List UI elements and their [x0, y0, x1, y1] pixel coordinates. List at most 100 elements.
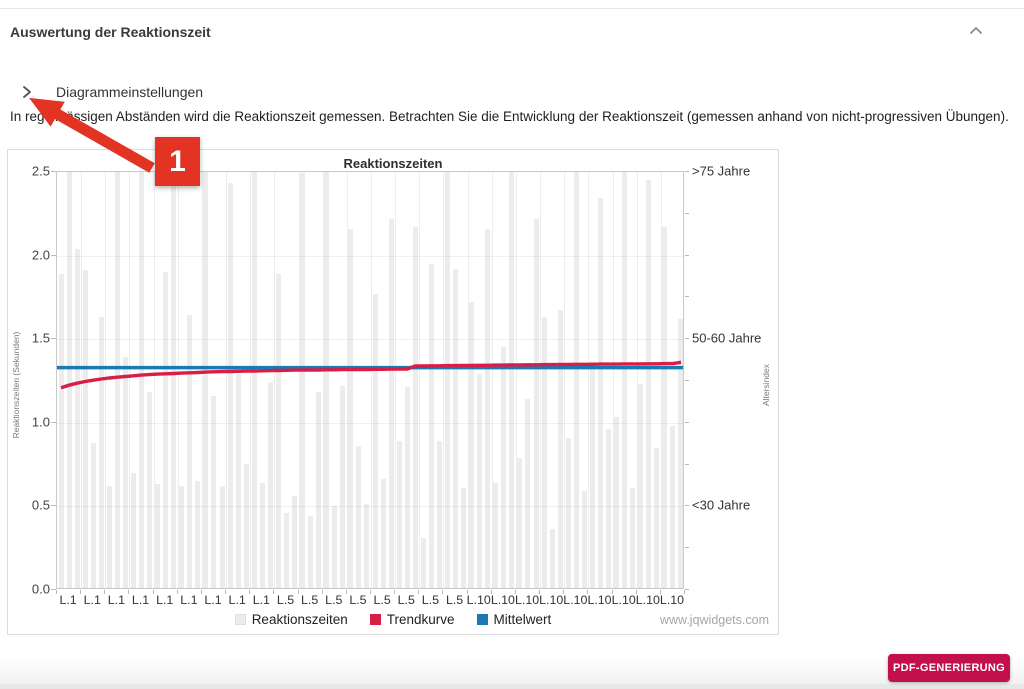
reaction-bar — [364, 504, 370, 588]
x-tick-mark — [514, 590, 516, 594]
y-axis-label-right: Altersindex — [761, 363, 771, 407]
reaction-bar — [461, 487, 467, 588]
reaction-bar — [404, 387, 410, 588]
y-tick-mark — [51, 505, 56, 507]
reaction-bar — [589, 360, 595, 588]
legend-label: Mittelwert — [493, 612, 552, 627]
y-tick-label: 1.5 — [31, 330, 50, 346]
reaction-bar — [340, 385, 346, 588]
x-tick-mark — [56, 590, 57, 594]
x-tick-mark — [394, 590, 396, 594]
legend-item-mittelwert[interactable]: Mittelwert — [476, 612, 552, 627]
reaction-bar — [428, 263, 434, 588]
x-tick-label: L.5 — [301, 593, 319, 607]
reaction-bar — [235, 373, 241, 588]
pdf-generation-button[interactable]: PDF-GENERIERUNG — [888, 654, 1010, 682]
y-tick-label: 2.5 — [31, 163, 50, 179]
reaction-bar — [356, 445, 362, 588]
grid-line-vertical — [201, 172, 203, 588]
reaction-bar — [477, 373, 483, 588]
reaction-bar — [638, 384, 644, 588]
reaction-bar — [597, 198, 603, 588]
reaction-bar — [670, 425, 676, 588]
plot-area — [56, 171, 684, 589]
reaction-bar — [251, 172, 257, 588]
reaction-bar — [219, 486, 225, 588]
y-tick-mark — [51, 338, 56, 340]
reaction-bar — [469, 302, 475, 588]
right-tick-mark — [685, 254, 689, 256]
reaction-bar — [622, 172, 628, 588]
reaction-bar — [453, 268, 458, 588]
top-divider — [0, 8, 1024, 9]
reaction-bar — [179, 486, 185, 588]
reaction-bar — [211, 395, 217, 588]
grid-line-vertical — [81, 172, 83, 588]
grid-line-vertical — [515, 172, 517, 588]
reaction-bar — [187, 315, 193, 588]
reaction-bar — [501, 347, 507, 588]
right-tick-mark — [685, 380, 689, 381]
jqwidgets-watermark-link[interactable]: www.jqwidgets.com — [659, 613, 769, 627]
grid-line-vertical — [612, 172, 614, 588]
footer-band — [0, 657, 1024, 684]
grid-line-vertical — [395, 172, 397, 588]
grid-line-vertical — [105, 172, 107, 588]
x-tick-mark — [200, 590, 202, 594]
reaction-bar — [630, 487, 636, 588]
right-tick-mark — [685, 505, 689, 507]
y-tick-label: 2.0 — [31, 247, 50, 263]
chart-title: Reaktionszeiten — [343, 156, 443, 171]
x-tick-mark — [273, 590, 275, 594]
x-tick-label: L.5 — [445, 593, 464, 607]
reaction-bar — [533, 218, 539, 588]
grid-line-vertical — [636, 172, 638, 588]
right-tick-mark — [685, 547, 689, 549]
reaction-bar — [74, 248, 80, 588]
reaction-bar — [517, 457, 523, 588]
reaction-bar — [90, 442, 96, 588]
x-tick-label: L.5 — [397, 593, 415, 607]
reaction-bar — [654, 447, 660, 588]
reaction-bar — [308, 516, 314, 588]
x-tick-mark — [225, 590, 227, 594]
reaction-bar — [243, 464, 249, 588]
reaction-bar — [316, 392, 322, 588]
reaction-bar — [203, 172, 209, 588]
x-tick-label: L.1 — [252, 593, 270, 607]
right-axis-label: >75 Jahre — [692, 163, 751, 179]
reaction-bar — [139, 172, 144, 588]
grid-line-vertical — [588, 172, 590, 588]
page-bottom-strip — [0, 684, 1024, 689]
y-tick-mark — [51, 421, 56, 423]
legend-swatch — [234, 614, 246, 625]
reaction-bar — [396, 440, 402, 588]
x-tick-label: L.10 — [490, 593, 515, 607]
x-tick-label: L.10 — [611, 593, 636, 607]
reaction-bar — [66, 172, 72, 588]
collapse-section-button[interactable] — [967, 24, 989, 42]
reaction-bar — [147, 392, 153, 588]
legend-item-reaktionszeiten[interactable]: Reaktionszeiten — [234, 612, 348, 627]
reaction-bar — [171, 172, 177, 588]
right-axis-label: 50-60 Jahre — [692, 330, 762, 346]
grid-line-vertical — [322, 172, 324, 588]
legend-item-trendkurve[interactable]: Trendkurve — [369, 612, 455, 627]
x-tick-label: L.1 — [204, 593, 222, 607]
reaction-bar — [573, 172, 579, 588]
grid-line-vertical — [226, 172, 228, 588]
chevron-up-icon — [970, 27, 982, 34]
x-tick-mark — [659, 590, 661, 594]
reaction-bar — [525, 399, 531, 588]
reaction-bar — [332, 506, 338, 588]
grid-line-vertical — [274, 172, 276, 588]
section-description: In regelmässigen Abständen wird die Reak… — [10, 109, 1009, 124]
x-tick-label: L.1 — [107, 593, 125, 607]
x-tick-mark — [370, 590, 371, 594]
reaction-bar — [324, 172, 330, 588]
x-tick-mark — [176, 590, 178, 594]
grid-line-horizontal — [57, 422, 683, 424]
y-tick-label: 0.0 — [31, 581, 50, 597]
diagram-settings-expander[interactable]: Diagrammeinstellungen — [20, 82, 203, 102]
x-tick-mark — [539, 590, 541, 594]
